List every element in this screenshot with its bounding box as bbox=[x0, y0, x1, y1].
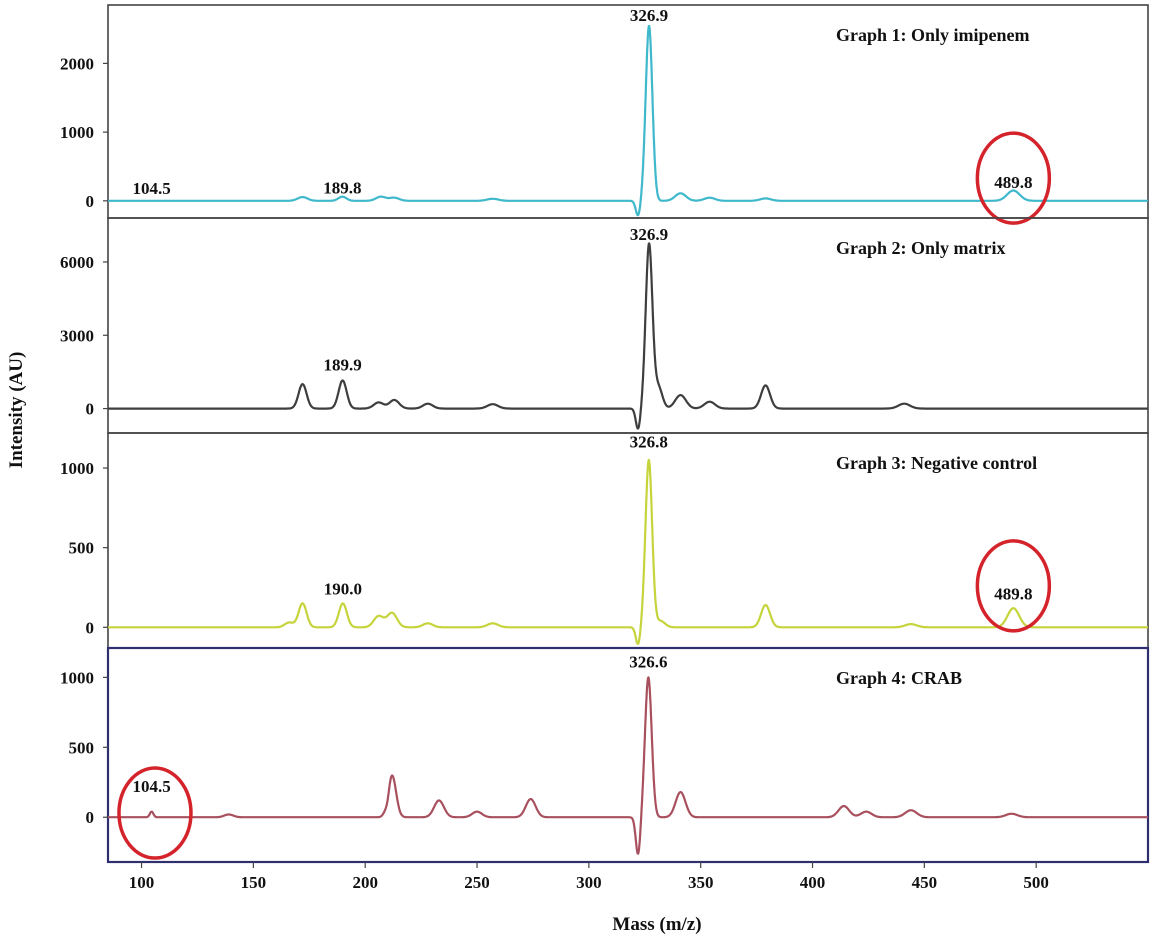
x-tick-label: 200 bbox=[352, 873, 378, 892]
y-axis-title: Intensity (AU) bbox=[6, 352, 27, 469]
spectrum-line bbox=[107, 242, 1149, 430]
y-tick-label: 1000 bbox=[60, 459, 94, 478]
x-tick-label: 450 bbox=[912, 873, 938, 892]
x-tick-label: 300 bbox=[576, 873, 602, 892]
x-tick-label: 250 bbox=[464, 873, 490, 892]
x-axis-title: Mass (m/z) bbox=[612, 914, 701, 935]
y-tick-label: 0 bbox=[86, 192, 95, 211]
y-tick-label: 500 bbox=[69, 539, 95, 558]
spectrum-line bbox=[107, 24, 1149, 217]
panel-3: 0 500 1000 Graph 3: Negative control 190.0 32… bbox=[60, 432, 1149, 649]
panel-frame bbox=[106, 646, 1150, 864]
spectrum-line bbox=[107, 676, 1149, 855]
y-tick-label: 1000 bbox=[60, 668, 94, 687]
y-tick-label: 500 bbox=[69, 738, 95, 757]
spectra-panels: 0 1000 2000 Graph 1: Only imipenem 104.5 189.… bbox=[60, 4, 1150, 864]
y-tick-label: 1000 bbox=[60, 123, 94, 142]
x-axis: 100 150 200 250 300 350 400 450 500 bbox=[129, 862, 1049, 892]
peak-label: 489.8 bbox=[994, 173, 1032, 192]
panel-1: 0 1000 2000 Graph 1: Only imipenem 104.5 189.… bbox=[60, 4, 1149, 225]
spectrum-line bbox=[107, 458, 1149, 645]
peak-label: 326.9 bbox=[630, 6, 668, 25]
peak-label: 104.5 bbox=[132, 777, 170, 796]
panel-2: 0 3000 6000 Graph 2: Only matrix 189.9 326.9 bbox=[60, 217, 1149, 434]
x-tick-label: 150 bbox=[241, 873, 267, 892]
x-tick-label: 100 bbox=[129, 873, 155, 892]
panel-title: Graph 1: Only imipenem bbox=[836, 25, 1030, 45]
y-tick-label: 0 bbox=[86, 618, 95, 637]
panel-title: Graph 3: Negative control bbox=[836, 453, 1037, 473]
y-tick-label: 2000 bbox=[60, 54, 94, 73]
peak-label: 489.8 bbox=[994, 584, 1032, 603]
x-tick-label: 350 bbox=[688, 873, 714, 892]
y-tick-label: 0 bbox=[86, 808, 95, 827]
highlight-circle bbox=[975, 539, 1052, 633]
peak-label: 189.8 bbox=[323, 178, 361, 197]
peak-label: 326.8 bbox=[630, 432, 668, 451]
panel-title: Graph 2: Only matrix bbox=[836, 238, 1006, 258]
peak-label: 326.6 bbox=[629, 653, 667, 672]
y-tick-label: 0 bbox=[86, 400, 95, 419]
highlight-circle bbox=[975, 131, 1052, 225]
peak-label: 189.9 bbox=[323, 356, 361, 375]
highlight-circle bbox=[117, 766, 193, 860]
peak-label: 190.0 bbox=[324, 580, 362, 599]
panel-title: Graph 4: CRAB bbox=[836, 668, 962, 688]
peak-label: 326.9 bbox=[630, 225, 668, 244]
x-tick-label: 500 bbox=[1023, 873, 1049, 892]
peak-label: 104.5 bbox=[132, 179, 170, 198]
y-tick-label: 6000 bbox=[60, 253, 94, 272]
panel-4: 0 500 1000 Graph 4: CRAB 104.5 326.6 bbox=[60, 646, 1150, 864]
x-tick-label: 400 bbox=[800, 873, 826, 892]
y-tick-label: 3000 bbox=[60, 326, 94, 345]
